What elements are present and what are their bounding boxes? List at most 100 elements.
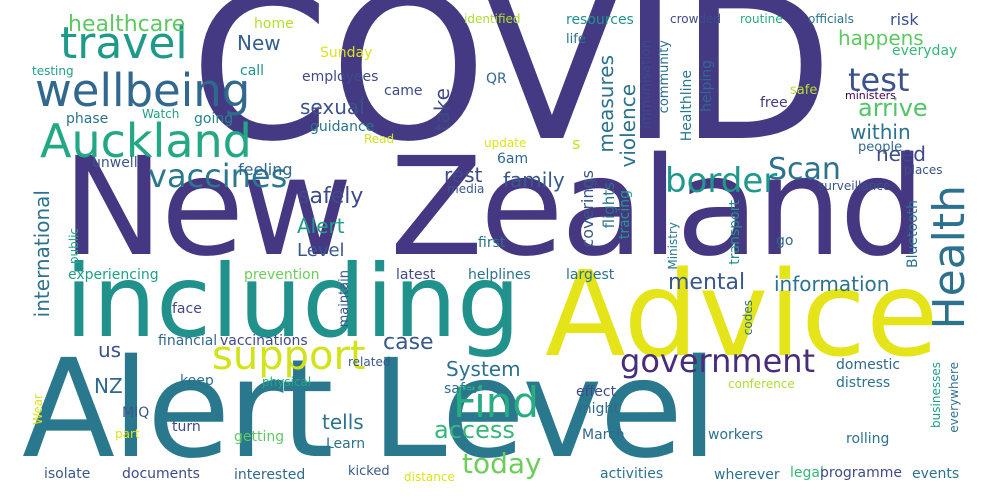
word-nz: NZ xyxy=(94,374,123,398)
word-take: take xyxy=(430,88,454,132)
word-access: access xyxy=(434,416,515,444)
word-new-zealand: New Zealand xyxy=(62,129,926,287)
word-physical: physical xyxy=(262,375,312,389)
word-new: New xyxy=(237,31,281,55)
word-alert-level: Alert Level xyxy=(22,331,718,489)
word-arrive: arrive xyxy=(858,94,928,122)
word-financial: financial xyxy=(158,333,218,349)
word-tells: tells xyxy=(322,410,364,434)
word-programme: programme xyxy=(820,465,903,481)
word-people: people xyxy=(858,140,903,155)
word-safely: safely xyxy=(298,184,364,209)
word-border: border xyxy=(665,161,778,201)
word-level: Level xyxy=(297,240,345,261)
word-face: face xyxy=(172,301,202,317)
word-domestic: domestic xyxy=(836,357,901,373)
word-covid: COVID xyxy=(190,0,834,186)
word-healthline: Healthline xyxy=(679,70,695,142)
word-events: events xyxy=(912,466,960,482)
word-government: government xyxy=(620,342,816,380)
word-unwell: unwell xyxy=(92,155,138,171)
word-qr: QR xyxy=(486,71,507,87)
word-test: test xyxy=(848,61,910,99)
word-everywhere: everywhere xyxy=(947,362,961,433)
word-measures: measures xyxy=(594,55,618,153)
word-part: part xyxy=(115,427,140,441)
word-s: s xyxy=(572,134,581,153)
word-us: us xyxy=(98,338,122,362)
word-free: free xyxy=(760,95,788,111)
word-legal: legal xyxy=(790,465,824,481)
word-routine: routine xyxy=(740,12,783,26)
word-call: call xyxy=(240,63,265,79)
word-documents: documents xyxy=(122,466,200,482)
word-helping: helping xyxy=(699,60,715,112)
word-businesses: businesses xyxy=(929,362,943,428)
word-wear: Wear xyxy=(31,394,45,425)
word-travel: travel xyxy=(60,18,188,69)
word-safer: safer xyxy=(444,381,480,397)
word-kicked: kicked xyxy=(348,464,390,479)
word-vaccinations: vaccinations xyxy=(220,333,308,349)
word-immunisation: immunisation xyxy=(639,40,654,129)
word-transport: transport xyxy=(727,200,743,265)
word-resources: resources xyxy=(566,12,634,28)
word-maintain: maintain xyxy=(337,270,352,328)
word-support: support xyxy=(212,333,366,379)
word-turn: turn xyxy=(172,419,201,435)
word-international: international xyxy=(30,190,54,318)
word-go: go xyxy=(776,233,794,249)
word-coverings: coverings xyxy=(578,170,597,248)
word-distress: distress xyxy=(836,375,891,391)
word-latest: latest xyxy=(396,267,436,283)
word-violence: violence xyxy=(616,84,640,168)
word-mental: mental xyxy=(668,270,746,295)
word-codes: codes xyxy=(741,300,755,336)
word-first: first xyxy=(478,235,506,251)
word-going: going xyxy=(194,111,234,127)
word-places: places xyxy=(904,163,943,177)
word-rolling: rolling xyxy=(846,431,890,447)
word-community: community xyxy=(657,40,672,114)
word-surveillance: surveillance xyxy=(818,179,891,193)
word-vaccines: vaccines xyxy=(148,157,288,195)
word-scan: Scan xyxy=(768,152,841,187)
word-6am: 6am xyxy=(497,151,529,167)
word-interested: interested xyxy=(234,467,306,483)
word-sunday: Sunday xyxy=(320,45,373,61)
word-case: case xyxy=(383,330,434,355)
word-learn: Learn xyxy=(326,436,366,452)
word-employees: employees xyxy=(302,69,379,85)
word-safe: safe xyxy=(790,83,818,98)
word-came: came xyxy=(384,83,423,99)
word-isolate: isolate xyxy=(44,466,91,482)
word-effect: effect xyxy=(576,384,617,400)
word-helplines: helplines xyxy=(468,267,531,283)
word-march: March xyxy=(582,427,625,443)
word-conference: conference xyxy=(728,377,795,391)
word-workers: workers xyxy=(708,427,764,443)
word-officials: officials xyxy=(808,12,854,26)
word-miq: MIQ xyxy=(122,405,150,421)
word-including: including xyxy=(65,243,521,360)
word-related: related xyxy=(348,355,391,369)
word-find: Find xyxy=(453,378,540,427)
word-crowded: crowded xyxy=(670,12,722,26)
word-distance: distance xyxy=(404,470,455,484)
word-happens: happens xyxy=(838,26,924,50)
word-life: life xyxy=(566,32,586,47)
word-healthcare: healthcare xyxy=(68,12,186,37)
word-risk: risk xyxy=(890,10,919,29)
word-rest: rest xyxy=(444,163,483,187)
word-activities: activities xyxy=(600,466,664,482)
word-keep: keep xyxy=(180,373,214,389)
word-family: family xyxy=(503,168,565,192)
word-information: information xyxy=(774,272,890,296)
word-tracing: tracing xyxy=(617,190,633,240)
word-system: System xyxy=(446,357,521,381)
word-today: today xyxy=(462,447,542,480)
word-might: might xyxy=(578,401,619,417)
word-auckland: Auckland xyxy=(40,114,252,168)
word-health: Health xyxy=(924,185,975,330)
